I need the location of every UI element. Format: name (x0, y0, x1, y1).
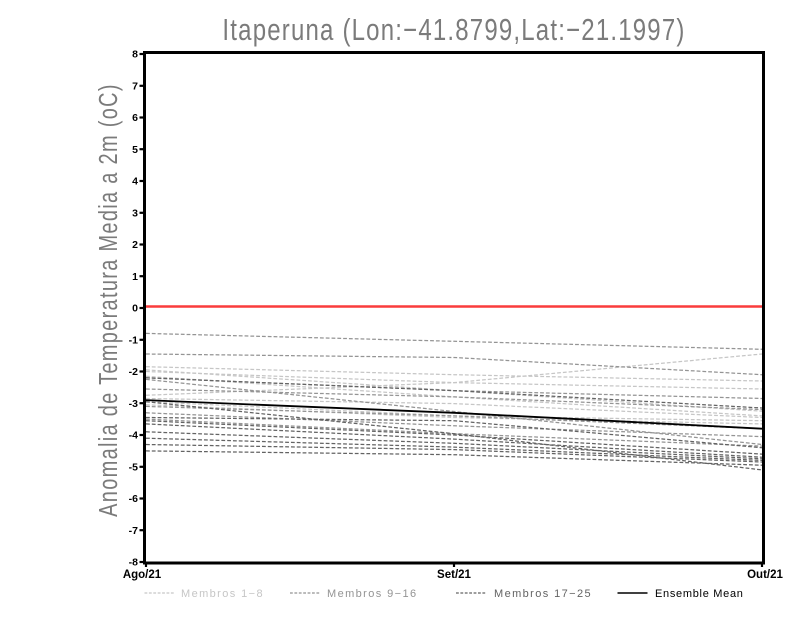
svg-text:-5: -5 (129, 461, 138, 473)
svg-text:-1: -1 (129, 334, 138, 346)
svg-text:-4: -4 (129, 430, 138, 442)
svg-text:3: 3 (132, 207, 138, 219)
svg-text:2: 2 (132, 239, 138, 251)
svg-text:Ago/21: Ago/21 (123, 569, 162, 581)
svg-text:6: 6 (132, 112, 138, 124)
svg-text:-2: -2 (129, 366, 138, 378)
svg-text:Out/21: Out/21 (747, 569, 783, 581)
svg-text:Itaperuna (Lon:−41.8799,Lat:−2: Itaperuna (Lon:−41.8799,Lat:−21.1997) (222, 12, 685, 47)
svg-text:Anomalia de Temperatura Media: Anomalia de Temperatura Media a 2m (oC) (93, 83, 122, 517)
svg-text:0: 0 (132, 303, 138, 315)
svg-text:4: 4 (132, 176, 138, 188)
svg-text:Membros 1−8: Membros 1−8 (181, 588, 264, 600)
svg-text:8: 8 (132, 49, 138, 61)
svg-text:5: 5 (132, 144, 138, 156)
svg-text:-7: -7 (129, 525, 138, 537)
svg-text:Membros 9−16: Membros 9−16 (327, 588, 417, 600)
svg-text:Ensemble Mean: Ensemble Mean (655, 588, 744, 600)
svg-text:7: 7 (132, 80, 138, 92)
svg-text:-3: -3 (129, 398, 138, 410)
svg-text:-6: -6 (129, 493, 138, 505)
svg-text:-8: -8 (129, 557, 138, 569)
svg-text:Set/21: Set/21 (437, 569, 471, 581)
svg-text:1: 1 (132, 271, 138, 283)
svg-text:Membros 17−25: Membros 17−25 (494, 588, 592, 600)
